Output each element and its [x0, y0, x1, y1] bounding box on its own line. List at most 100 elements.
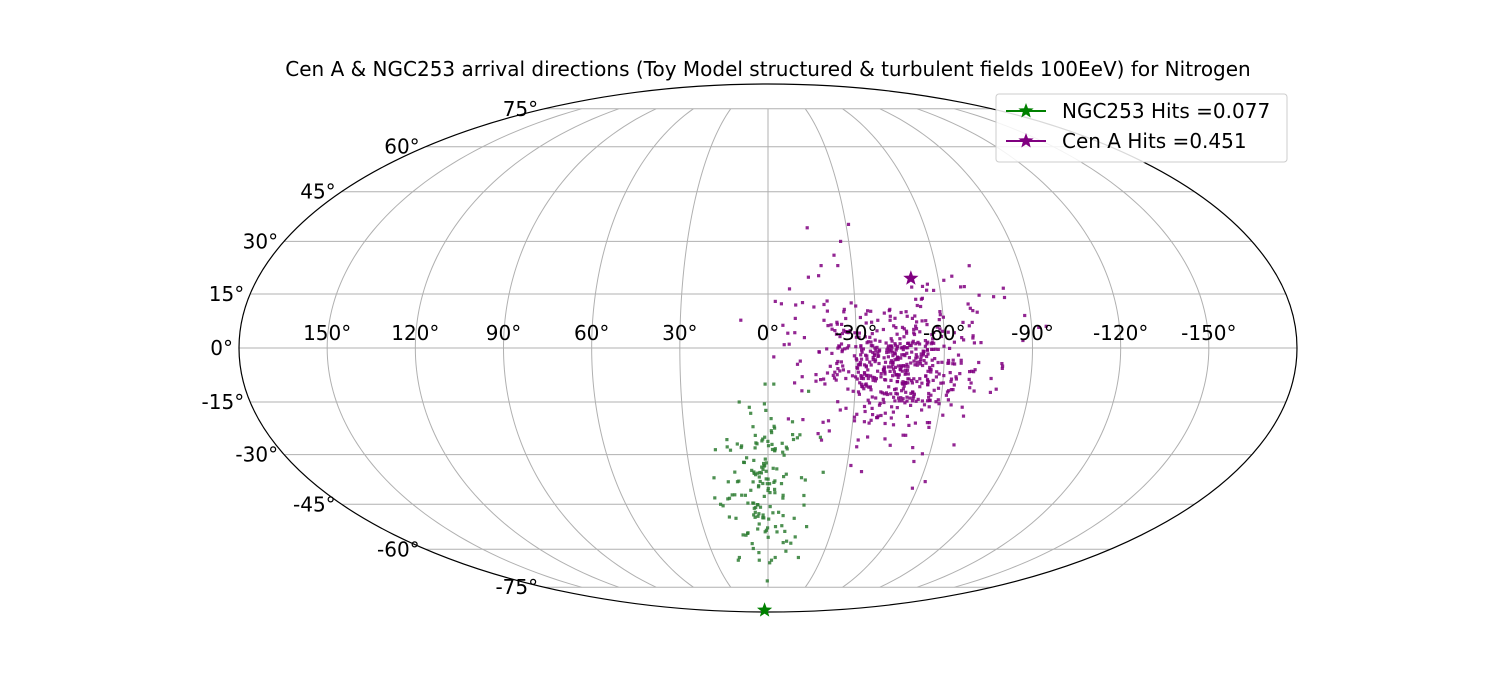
data-point — [859, 470, 864, 474]
data-point — [908, 343, 912, 347]
data-point — [858, 315, 862, 320]
data-point — [864, 321, 868, 325]
data-point — [752, 501, 756, 505]
data-point — [929, 393, 933, 397]
data-point — [860, 350, 864, 354]
data-point — [852, 419, 857, 423]
data-point — [871, 378, 875, 382]
x-tick-label: 60° — [574, 321, 609, 345]
data-point — [862, 387, 866, 391]
data-point — [839, 360, 843, 364]
data-point — [887, 385, 891, 389]
data-point — [787, 287, 792, 291]
data-point — [796, 555, 800, 560]
data-point — [865, 384, 869, 388]
data-point — [994, 387, 998, 391]
data-point — [902, 384, 906, 388]
data-point — [869, 418, 873, 422]
data-point — [835, 322, 839, 326]
legend-label: NGC253 Hits =0.077 — [1062, 99, 1270, 123]
data-point — [882, 365, 886, 369]
data-point — [835, 361, 839, 366]
data-point — [889, 416, 893, 420]
data-point — [764, 461, 768, 465]
source-markers — [756, 270, 919, 617]
data-point — [762, 402, 766, 406]
data-point — [948, 346, 952, 350]
data-point — [854, 345, 858, 349]
data-point — [836, 359, 840, 364]
data-point — [857, 331, 861, 335]
data-point — [882, 356, 886, 360]
data-point — [753, 510, 757, 514]
data-point — [888, 369, 892, 373]
data-point — [781, 496, 785, 500]
data-point — [881, 397, 885, 401]
data-point — [800, 301, 805, 305]
data-point — [849, 463, 853, 468]
data-point — [1000, 362, 1004, 366]
data-point — [901, 348, 905, 352]
data-point — [856, 370, 860, 374]
data-point — [941, 381, 945, 385]
data-point — [862, 363, 867, 367]
data-point — [975, 310, 979, 314]
data-point — [879, 372, 883, 376]
data-point — [885, 348, 889, 352]
data-point — [756, 527, 760, 531]
data-point — [866, 398, 870, 402]
data-point — [863, 383, 867, 387]
data-point — [909, 403, 913, 407]
data-point — [939, 381, 943, 385]
data-point — [899, 310, 903, 315]
data-point — [832, 253, 836, 257]
data-point — [886, 355, 890, 359]
data-point — [856, 438, 860, 442]
data-point — [862, 404, 867, 409]
data-point — [925, 282, 929, 286]
data-point — [927, 425, 931, 429]
data-point — [847, 370, 851, 374]
legend-entry: NGC253 Hits =0.077 — [1006, 99, 1270, 123]
legend-star-icon — [1018, 133, 1034, 148]
data-point — [919, 352, 923, 356]
data-point — [864, 364, 868, 368]
data-point — [784, 472, 788, 476]
data-point — [900, 389, 904, 393]
data-point — [912, 327, 916, 331]
data-point — [907, 341, 911, 345]
data-point — [857, 362, 861, 366]
data-point — [915, 320, 919, 324]
data-point — [753, 446, 757, 450]
data-point — [781, 493, 785, 497]
data-point — [905, 414, 909, 418]
data-point — [911, 396, 915, 400]
data-point — [773, 448, 777, 452]
data-point — [787, 342, 791, 346]
data-point — [926, 352, 930, 356]
data-point — [772, 382, 776, 386]
data-point — [901, 387, 905, 391]
data-point — [757, 512, 761, 516]
source-star-cen-a — [903, 270, 919, 285]
data-point — [855, 412, 859, 416]
data-point — [1000, 366, 1004, 370]
data-point — [892, 324, 896, 328]
data-point — [883, 437, 887, 441]
data-point — [871, 355, 875, 360]
data-point — [770, 447, 775, 452]
data-point — [873, 358, 878, 362]
data-point — [932, 330, 936, 335]
data-point — [920, 452, 924, 456]
data-point — [895, 392, 899, 396]
data-point — [904, 433, 908, 437]
data-point — [866, 309, 870, 313]
data-point — [900, 381, 904, 385]
data-point — [942, 374, 946, 378]
data-point — [914, 347, 918, 351]
data-point — [762, 461, 766, 466]
data-point — [771, 466, 775, 470]
data-point — [737, 555, 741, 560]
data-point — [959, 358, 963, 362]
data-point — [855, 445, 859, 449]
